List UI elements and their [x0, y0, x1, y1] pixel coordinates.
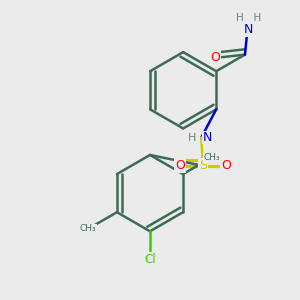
Text: CH₃: CH₃	[80, 224, 97, 233]
Text: O: O	[210, 51, 220, 64]
Text: O: O	[221, 159, 231, 172]
Text: CH₃: CH₃	[203, 153, 220, 162]
Text: H: H	[244, 16, 253, 26]
Text: O: O	[175, 159, 185, 172]
Text: Cl: Cl	[144, 253, 156, 266]
Text: H: H	[188, 133, 196, 142]
Text: N: N	[202, 131, 212, 144]
Text: S: S	[199, 159, 207, 172]
Text: N: N	[244, 23, 253, 36]
Text: H   H: H H	[236, 13, 261, 23]
